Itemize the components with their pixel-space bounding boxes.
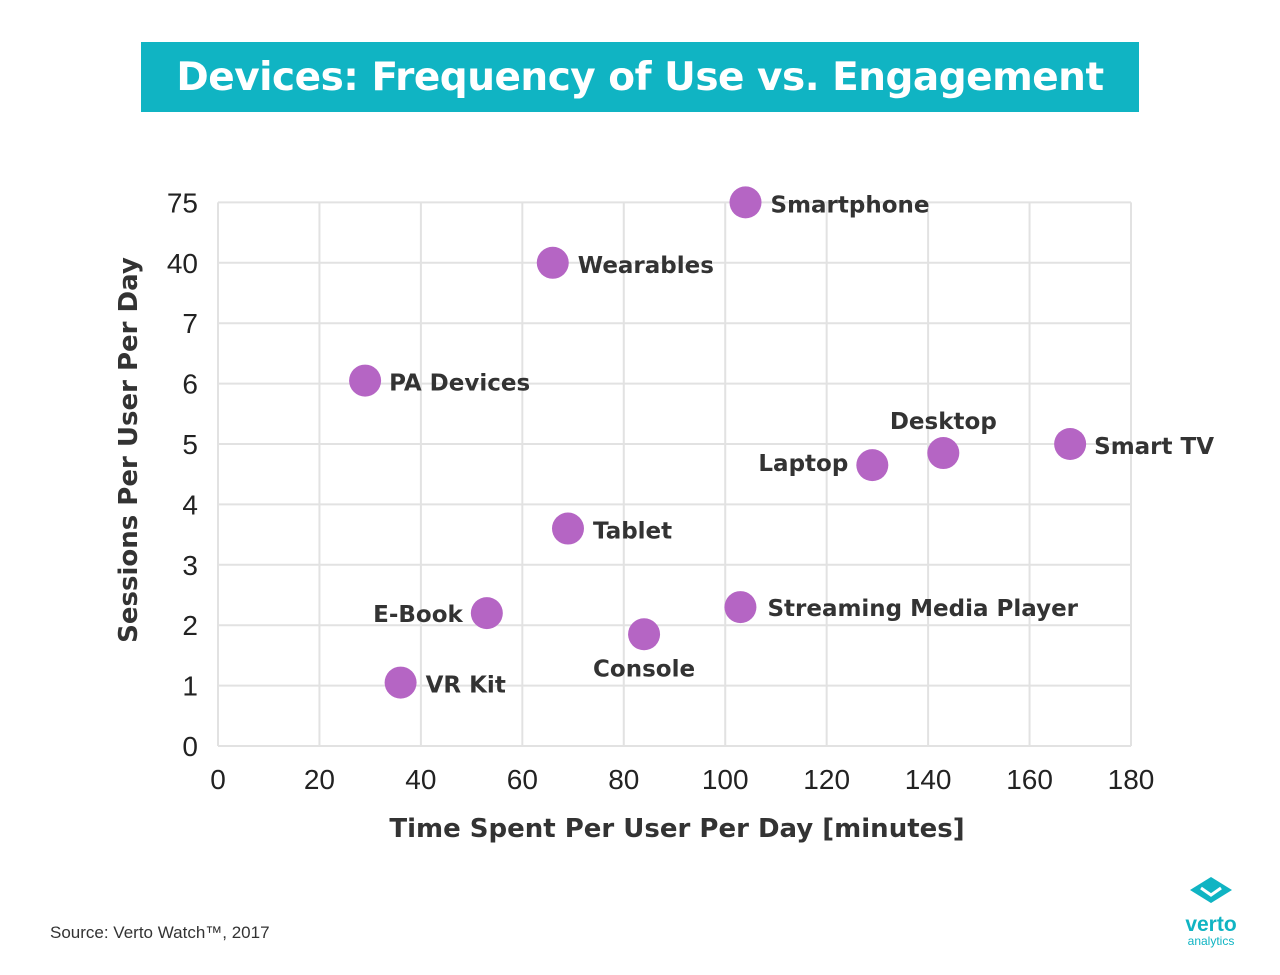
grid (217, 201, 1132, 747)
point-label: Laptop (758, 451, 848, 477)
y-tick-label: 0 (182, 731, 198, 762)
logo-subword: analytics (1187, 934, 1235, 948)
y-tick-label: 5 (182, 429, 198, 460)
x-tick-label: 40 (405, 764, 436, 795)
point-label: Desktop (890, 409, 997, 435)
x-tick-label: 180 (1108, 764, 1155, 795)
point-label: Wearables (578, 253, 714, 279)
source-note: Source: Verto Watch™, 2017 (50, 923, 270, 942)
data-point (349, 364, 382, 397)
verto-logo: verto analytics (1176, 876, 1246, 948)
data-point (536, 246, 569, 279)
data-point (1054, 428, 1087, 460)
data-point (856, 449, 889, 482)
logo-word: verto (1185, 913, 1237, 936)
x-tick-label: 100 (702, 764, 749, 795)
point-label: Tablet (593, 519, 672, 545)
point-label: Streaming Media Player (767, 596, 1078, 622)
chart-title: Devices: Frequency of Use vs. Engagement (141, 42, 1139, 112)
x-tick-label: 140 (905, 764, 952, 795)
x-tick-label: 20 (304, 764, 335, 795)
data-point (927, 437, 960, 470)
x-tick-label: 80 (608, 764, 639, 795)
x-tick-label: 0 (210, 764, 226, 795)
verto-diamond-icon (1190, 877, 1232, 903)
point-label: Smart TV (1094, 434, 1214, 460)
y-tick-label: 75 (167, 187, 198, 218)
data-point (470, 597, 503, 630)
x-tick-label: 60 (507, 764, 538, 795)
x-axis-ticks: 0 20 40 60 80 100 120 140 160 180 (210, 764, 1154, 795)
y-tick-label: 3 (182, 550, 198, 581)
data-point (729, 186, 762, 219)
y-axis-ticks: 0 1 2 3 4 5 6 7 40 75 (167, 187, 198, 762)
y-tick-label: 7 (182, 308, 198, 339)
point-label: E-Book (373, 602, 463, 628)
y-tick-label: 6 (182, 369, 198, 400)
data-point (551, 512, 584, 545)
data-point (384, 666, 417, 699)
x-tick-label: 160 (1006, 764, 1053, 795)
data-point (628, 618, 661, 651)
x-tick-label: 120 (803, 764, 850, 795)
y-axis-title: Sessions Per User Per Day (114, 257, 144, 643)
data-point (724, 591, 757, 624)
y-tick-label: 1 (182, 671, 198, 702)
point-label: Smartphone (771, 192, 930, 218)
point-label: VR Kit (426, 673, 506, 699)
data-points: Smartphone Wearables PA Devices Desktop Lapt… (349, 186, 1214, 699)
point-label: Console (593, 656, 695, 682)
y-tick-label: 40 (167, 248, 198, 279)
y-tick-label: 4 (182, 489, 198, 520)
point-label: PA Devices (389, 371, 530, 397)
y-tick-label: 2 (182, 610, 198, 641)
x-axis-title: Time Spent Per User Per Day [minutes] (389, 814, 964, 844)
